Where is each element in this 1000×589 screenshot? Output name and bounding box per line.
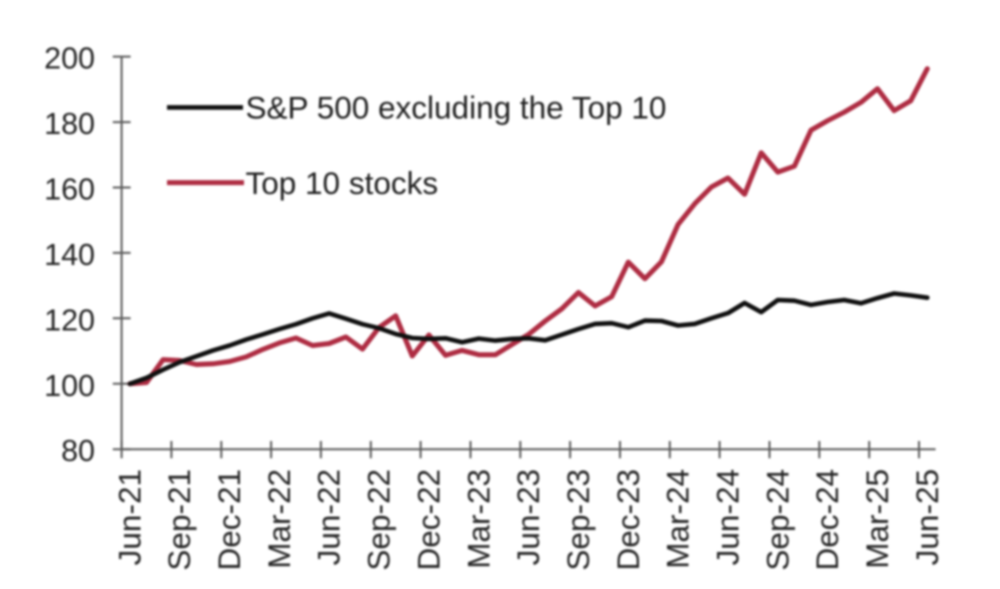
svg-text:Dec-21: Dec-21 xyxy=(211,469,247,571)
svg-text:140: 140 xyxy=(44,238,95,272)
svg-text:80: 80 xyxy=(61,434,95,468)
svg-text:Sep-24: Sep-24 xyxy=(759,469,795,571)
svg-text:100: 100 xyxy=(44,369,95,403)
svg-text:Sep-23: Sep-23 xyxy=(560,469,596,571)
svg-text:Jun-21: Jun-21 xyxy=(111,469,147,565)
svg-text:Sep-21: Sep-21 xyxy=(161,469,197,571)
svg-text:Mar-24: Mar-24 xyxy=(660,469,696,569)
svg-text:160: 160 xyxy=(44,173,95,207)
svg-text:Sep-22: Sep-22 xyxy=(361,469,397,571)
svg-text:Dec-24: Dec-24 xyxy=(809,469,845,571)
svg-text:Mar-22: Mar-22 xyxy=(261,469,297,569)
svg-text:Dec-22: Dec-22 xyxy=(410,469,446,571)
svg-text:S&P 500 excluding the Top 10: S&P 500 excluding the Top 10 xyxy=(246,90,667,126)
svg-text:Mar-25: Mar-25 xyxy=(859,469,895,569)
svg-text:Jun-23: Jun-23 xyxy=(510,469,546,565)
svg-text:Jun-25: Jun-25 xyxy=(909,469,945,565)
svg-text:Jun-22: Jun-22 xyxy=(311,469,347,565)
svg-text:Mar-23: Mar-23 xyxy=(460,469,496,569)
svg-text:120: 120 xyxy=(44,303,95,337)
svg-text:200: 200 xyxy=(44,42,95,76)
svg-text:180: 180 xyxy=(44,107,95,141)
svg-text:Top 10 stocks: Top 10 stocks xyxy=(246,165,439,201)
svg-text:Jun-24: Jun-24 xyxy=(709,469,745,565)
svg-text:Dec-23: Dec-23 xyxy=(610,469,646,571)
